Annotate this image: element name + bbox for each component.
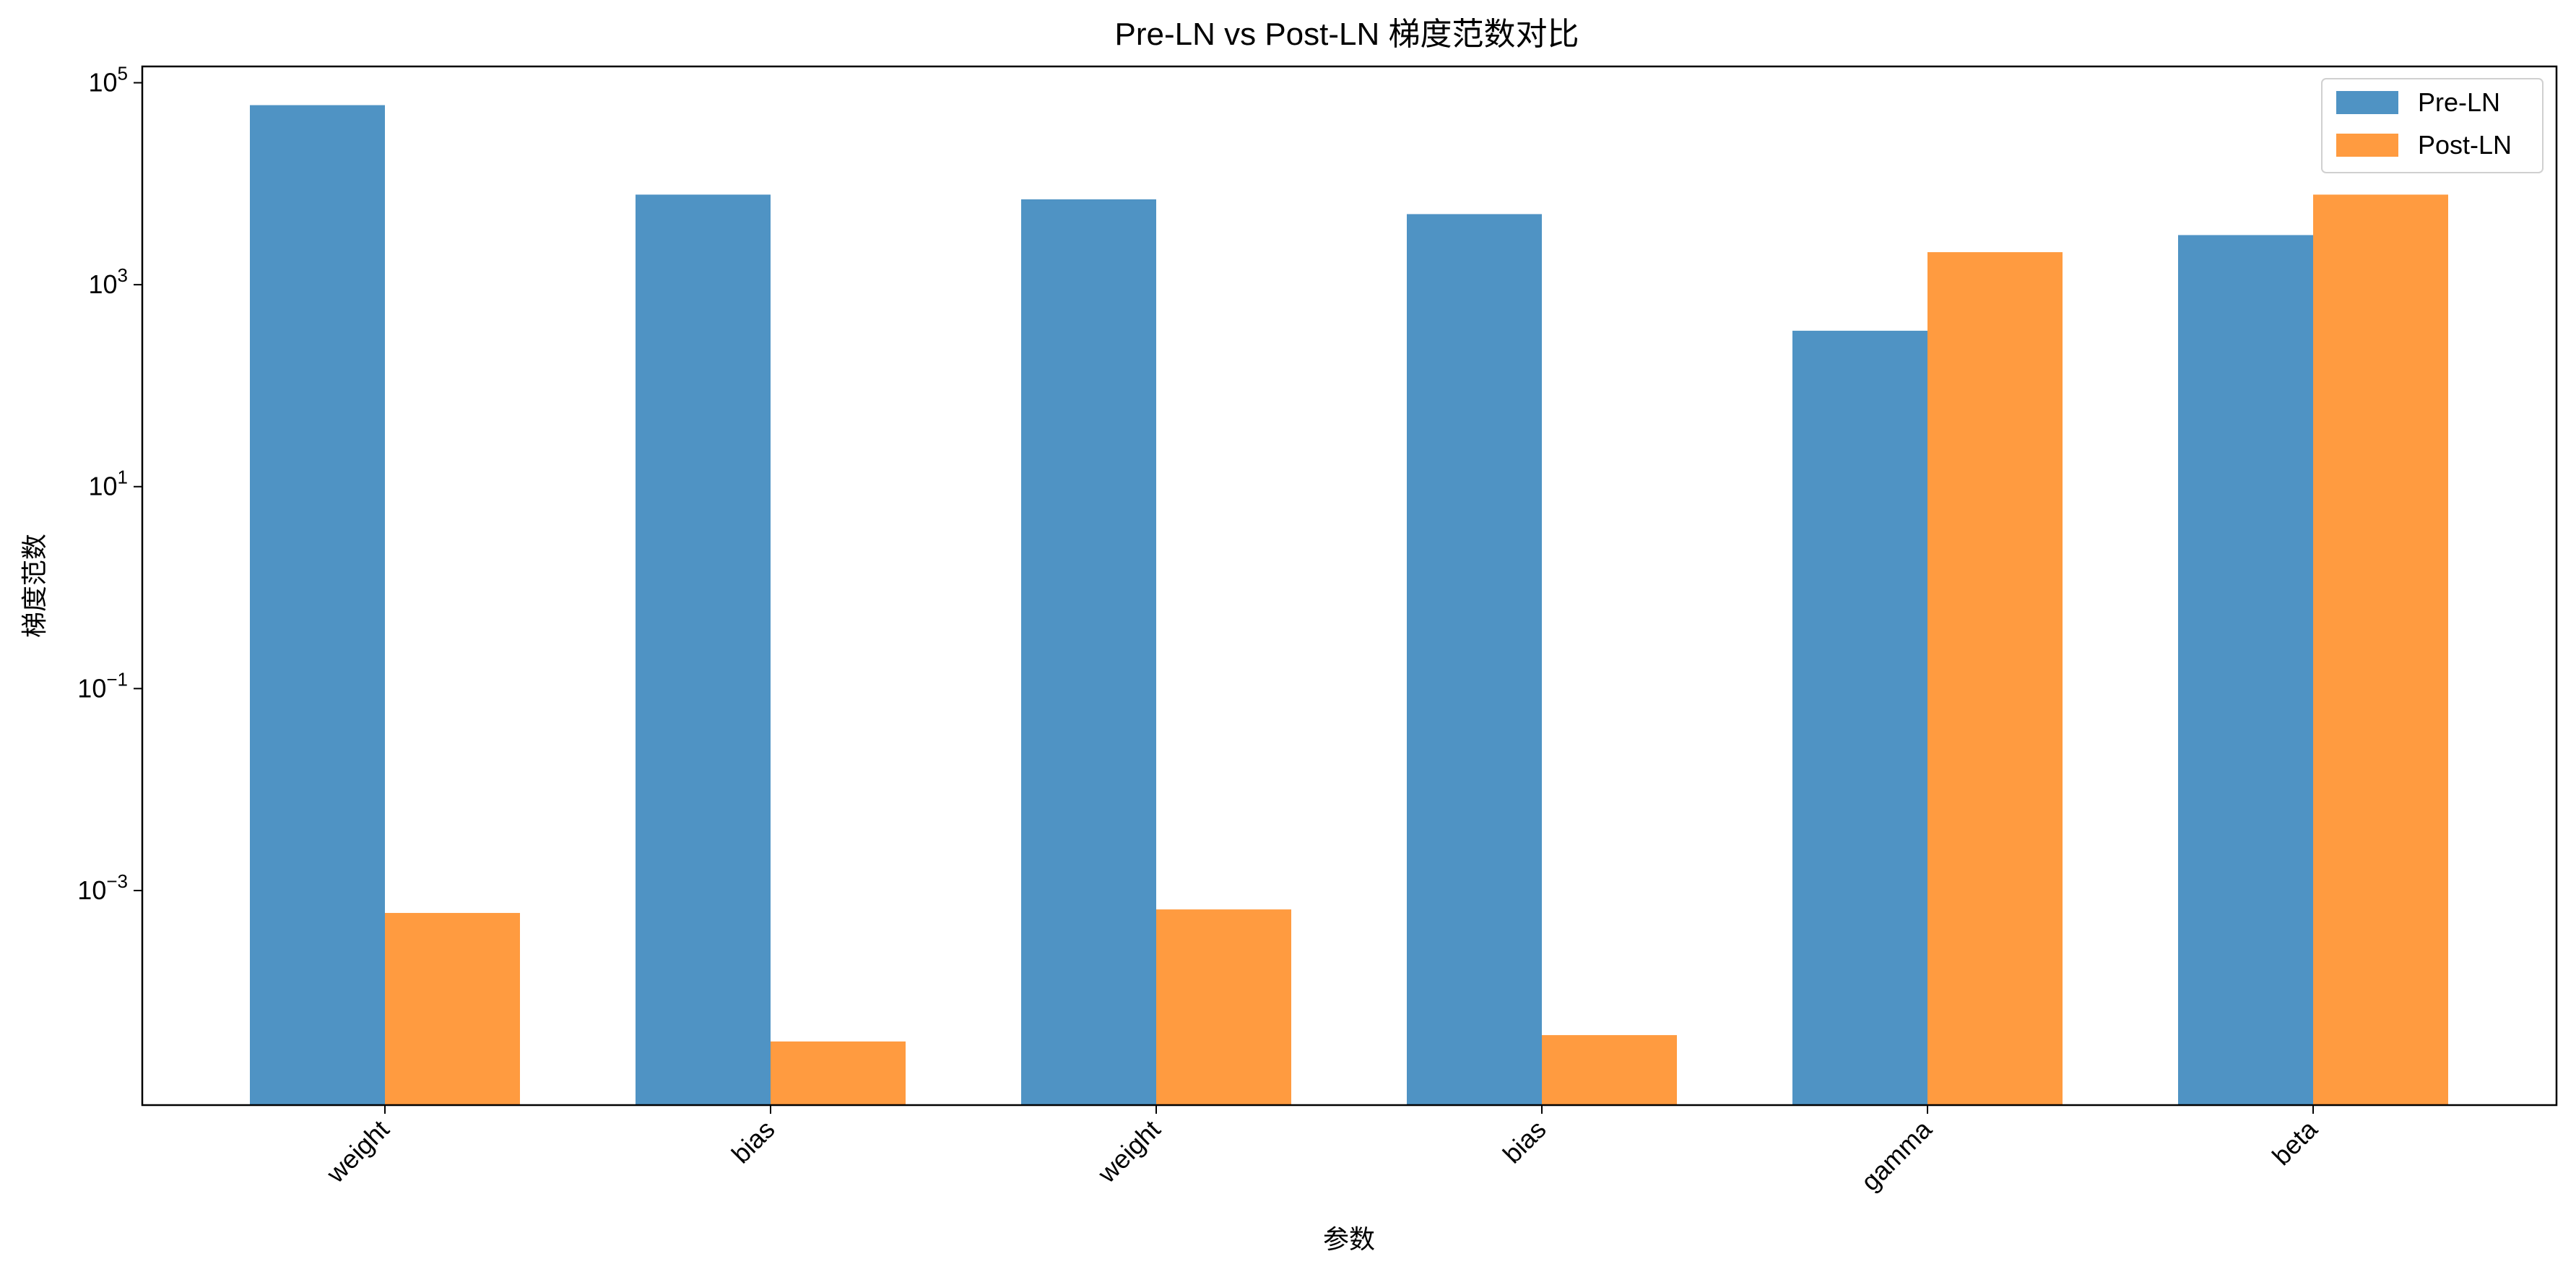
bars bbox=[250, 105, 2448, 1106]
bar-post-ln-2 bbox=[1156, 909, 1291, 1105]
y-tick-label: 105 bbox=[88, 63, 128, 98]
bar-pre-ln-2 bbox=[1021, 199, 1156, 1106]
legend-swatch bbox=[2336, 134, 2398, 157]
legend: Pre-LN Post-LN bbox=[2321, 78, 2544, 173]
x-tick-label: bias bbox=[1497, 1114, 1552, 1169]
bar-post-ln-3 bbox=[1542, 1035, 1677, 1105]
y-tick-label: 10−3 bbox=[77, 870, 128, 905]
y-axis: 105 103 101 10−1 10−3 bbox=[77, 63, 142, 905]
legend-label: Post-LN bbox=[2418, 130, 2512, 160]
bar-pre-ln-4 bbox=[1792, 330, 1927, 1106]
x-axis: weight bias weight bias gamma beta bbox=[320, 1105, 2323, 1197]
x-tick-label: weight bbox=[1091, 1114, 1166, 1189]
bar-pre-ln-0 bbox=[250, 105, 385, 1105]
legend-label: Pre-LN bbox=[2418, 87, 2500, 117]
bar-post-ln-1 bbox=[771, 1041, 906, 1105]
legend-swatch bbox=[2336, 91, 2398, 114]
bar-post-ln-0 bbox=[385, 912, 520, 1105]
y-tick-label: 103 bbox=[88, 264, 128, 299]
x-tick-label: gamma bbox=[1855, 1114, 1938, 1197]
bar-post-ln-5 bbox=[2313, 194, 2448, 1105]
bar-post-ln-4 bbox=[1927, 252, 2063, 1105]
y-tick-label: 10−1 bbox=[77, 668, 128, 703]
y-axis-label: 梯度范数 bbox=[19, 534, 49, 638]
x-tick-label: bias bbox=[726, 1114, 781, 1169]
bar-pre-ln-1 bbox=[636, 194, 771, 1105]
bar-pre-ln-5 bbox=[2178, 235, 2313, 1106]
chart-title: Pre-LN vs Post-LN 梯度范数对比 bbox=[1115, 17, 1579, 52]
x-axis-label: 参数 bbox=[1323, 1224, 1375, 1254]
x-tick-label: beta bbox=[2266, 1114, 2323, 1171]
plot-frame bbox=[141, 65, 2558, 1107]
bar-pre-ln-3 bbox=[1407, 214, 1542, 1105]
x-tick-label: weight bbox=[320, 1114, 394, 1189]
y-tick-label: 101 bbox=[88, 467, 128, 501]
